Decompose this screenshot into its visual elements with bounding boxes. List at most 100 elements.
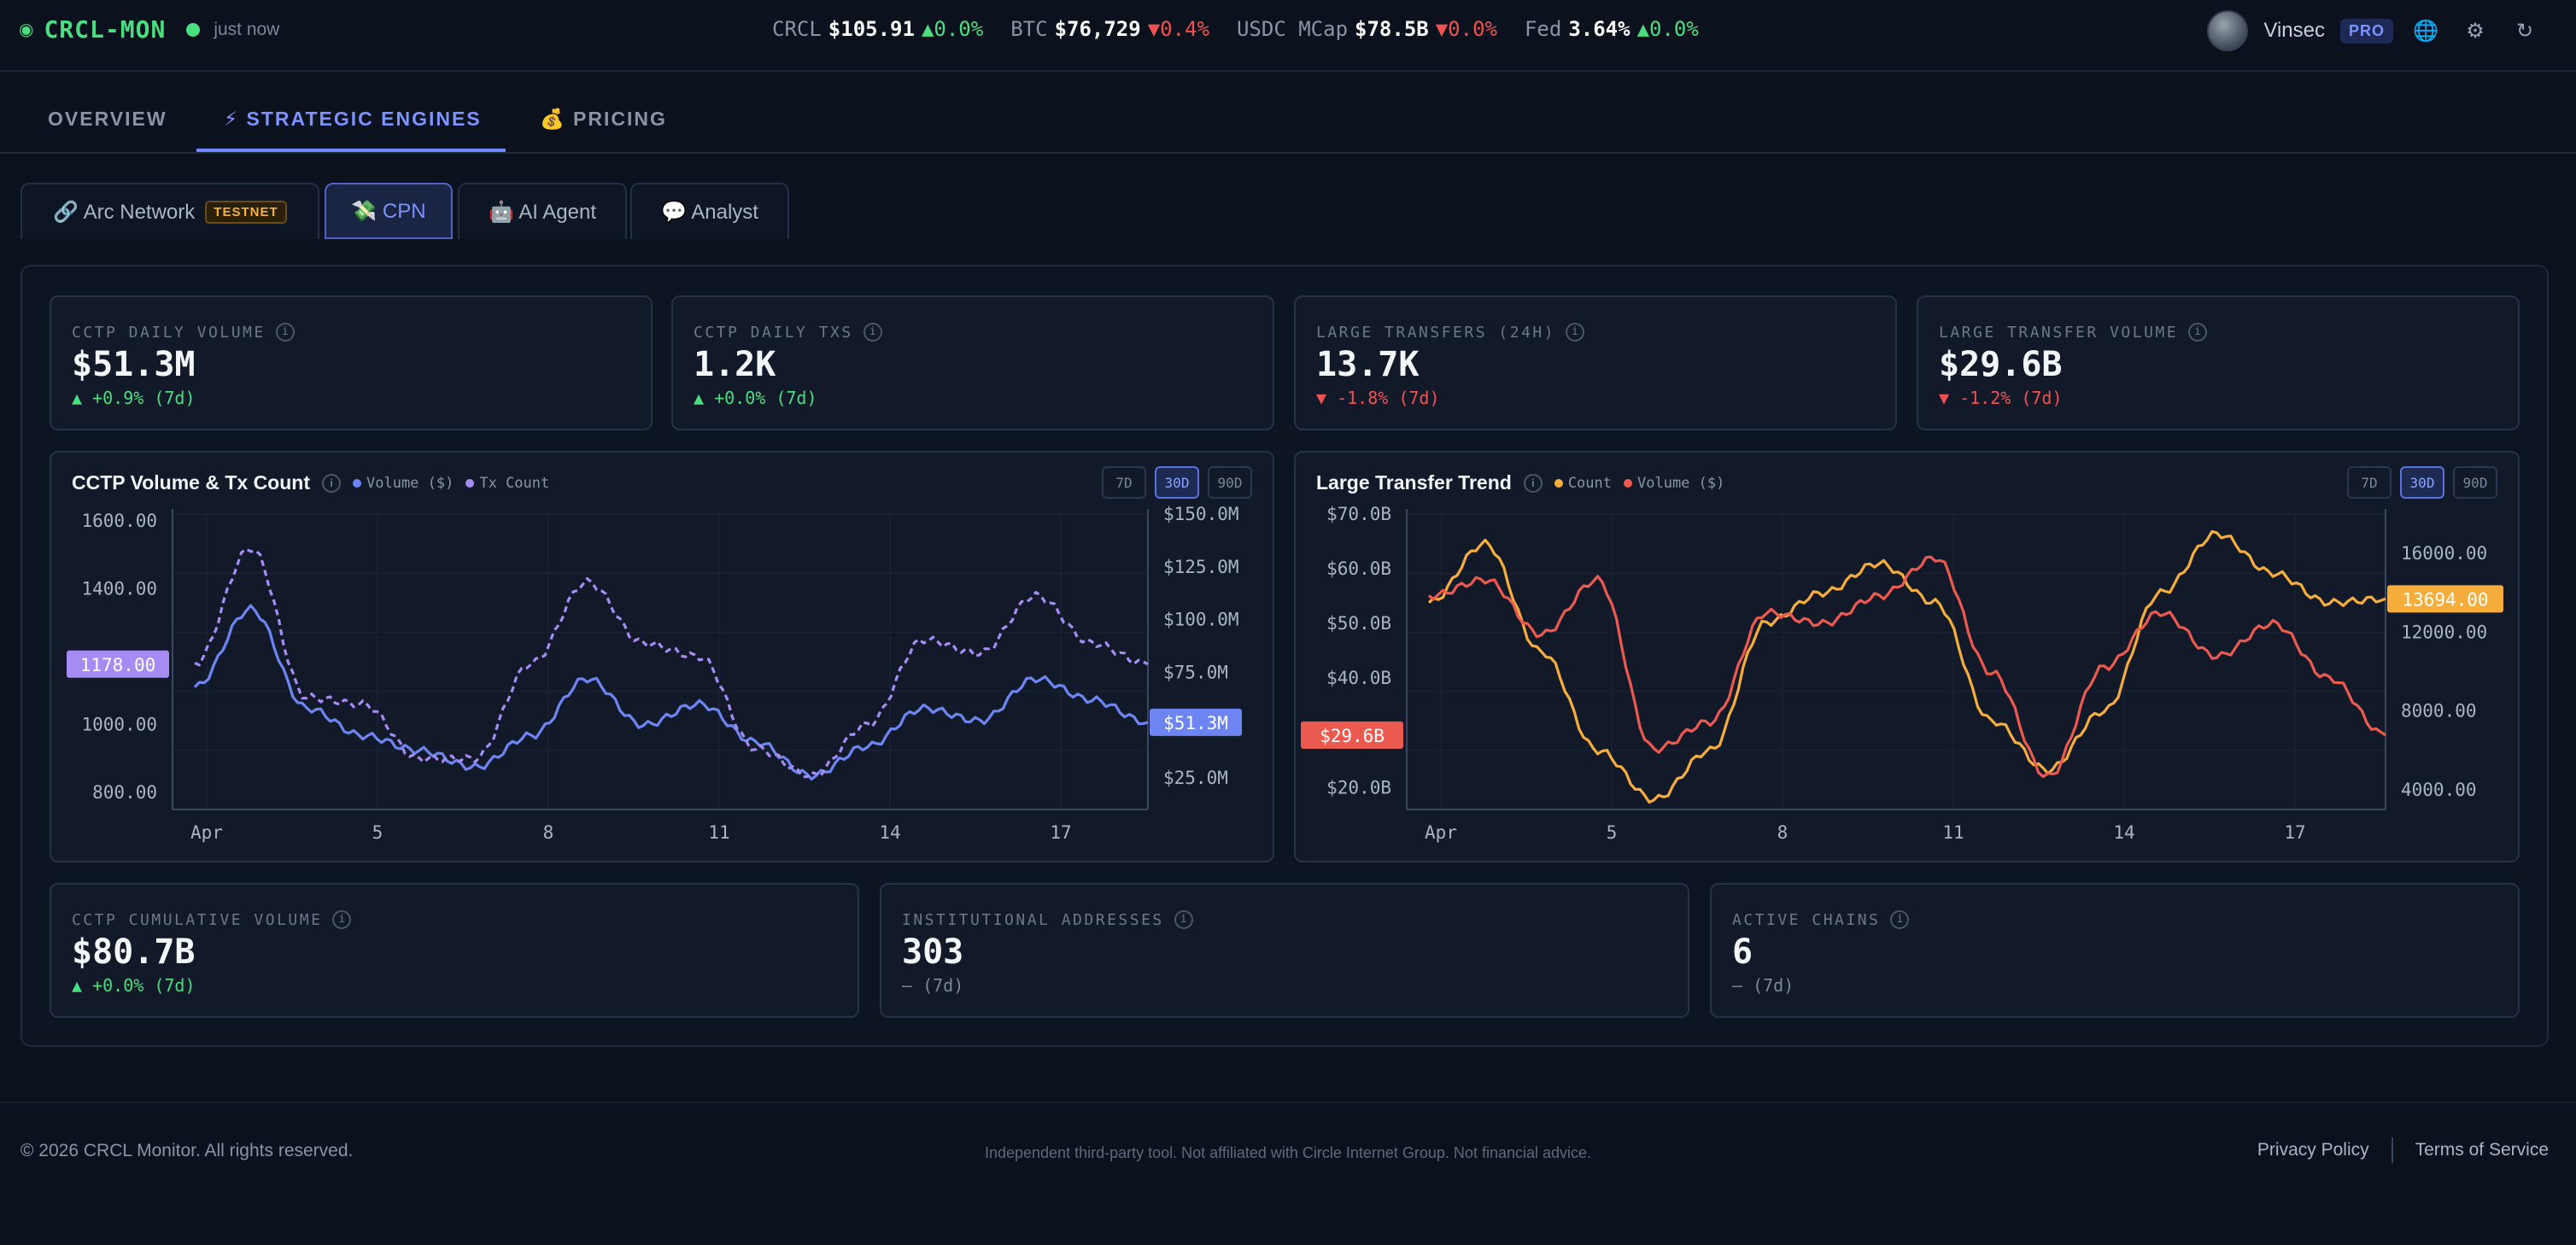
info-icon[interactable]: i [1890,910,1910,929]
current-value-left: 1178.00 [80,655,156,675]
stat-change: ▼ -1.2% (7d) [1939,388,2063,408]
x-tick-label: 11 [1942,822,1964,843]
info-icon[interactable]: i [332,910,352,929]
tab-overview[interactable]: OVERVIEW [48,108,167,130]
chart-svg-large-transfer[interactable]: $70.0B $60.0B $50.0B $40.0B $20.0B 16000.00 12… [1296,453,2518,861]
live-status-dot [186,22,201,37]
current-value-right: 13694.00 [2402,589,2488,610]
stat-label: LARGE TRANSFER VOLUME i [1939,323,2208,342]
ticker-label: BTC [1010,17,1048,41]
chart-title: CCTP Volume & Tx Count i Volume ($) Tx C… [72,471,549,494]
subtab-cpn[interactable]: 💸 CPN [325,183,453,239]
x-tick-label: Apr [190,822,223,843]
legend-dot [1624,478,1632,488]
y-tick-label-right: 8000.00 [2401,701,2477,722]
legend-label: Count [1567,474,1612,492]
privacy-policy-link[interactable]: Privacy Policy [2257,1140,2369,1160]
range-7d-button[interactable]: 7D [1102,466,1146,499]
stat-value: 1.2K [694,345,776,384]
tab-strategic-engines[interactable]: ⚡ STRATEGIC ENGINES [224,108,482,130]
last-updated: just now [214,19,280,39]
current-value-badge-left [67,650,169,678]
x-tick-label: 8 [1777,822,1789,843]
info-icon[interactable]: i [1174,910,1193,929]
avatar[interactable] [2207,10,2249,51]
stat-label: CCTP DAILY VOLUME i [72,323,295,342]
stat-value: $51.3M [72,345,196,384]
info-icon[interactable]: i [1523,473,1543,493]
stat-card-active-chains: ACTIVE CHAINS i 6 — (7d) [1710,883,2520,1018]
testnet-badge: TESTNET [205,200,287,224]
x-tick-label: 14 [2113,822,2134,843]
stat-label: INSTITUTIONAL ADDRESSES i [902,910,1193,929]
range-90d-button[interactable]: 90D [2453,466,2497,499]
range-30d-button[interactable]: 30D [1155,466,1199,499]
user-name[interactable]: Vinsec [2263,19,2325,42]
current-value-right: $51.3M [1163,713,1228,734]
gear-icon[interactable]: ⚙ [2466,19,2485,43]
current-value-left: $29.6B [1320,726,1385,746]
y-tick-label-right: $100.0M [1163,610,1239,630]
stat-label-text: CCTP DAILY TXS [694,323,853,342]
stat-change: ▲ +0.0% (7d) [72,975,196,996]
chart-title-text: CCTP Volume & Tx Count [72,471,310,494]
footer-links: Privacy Policy Terms of Service [2257,1137,2549,1163]
chart-legend: Count Volume ($) [1554,474,1724,492]
info-icon[interactable]: i [322,473,341,493]
info-icon[interactable]: i [863,323,882,342]
range-selector: 7D 30D 90D [2347,466,2497,499]
stat-change: — (7d) [1732,975,1794,996]
chart-svg-cctp[interactable]: 1600.00 1400.00 1000.00 800.00 $150.0M $125.0… [51,453,1273,861]
legend-dot [1554,478,1563,488]
footer-copyright: © 2026 CRCL Monitor. All rights reserved… [20,1141,354,1160]
terms-of-service-link[interactable]: Terms of Service [2415,1140,2549,1160]
legend-dot [465,478,475,488]
x-tick-label: 5 [1607,822,1618,843]
top-bar: ◉ CRCL-MON just now CRCL $105.91 ▲0.0% B… [0,0,2576,72]
x-tick-label: 5 [372,822,383,843]
brand[interactable]: ◉ CRCL-MON just now [19,15,279,44]
range-7d-button[interactable]: 7D [2347,466,2392,499]
brand-name: CRCL-MON [44,15,167,44]
market-ticker: CRCL $105.91 ▲0.0% BTC $76,729 ▼0.4% USD… [772,17,1699,41]
stat-value: 13.7K [1316,345,1420,384]
subtab-ai-agent[interactable]: 🤖 AI Agent [458,183,627,239]
range-90d-button[interactable]: 90D [1208,466,1252,499]
subtab-analyst[interactable]: 💬 Analyst [630,183,789,239]
y-tick-label-right: 16000.00 [2401,543,2487,564]
stat-value: 6 [1732,932,1753,972]
cpn-panel: CCTP DAILY VOLUME i $51.3M ▲ +0.9% (7d) C… [20,265,2549,1047]
y-tick-label-left: $50.0B [1326,613,1391,634]
y-tick-label-right: 4000.00 [2401,780,2477,800]
y-tick-label-right: $125.0M [1163,557,1239,577]
ticker-label: CRCL [772,17,822,41]
stat-value: $80.7B [72,932,196,972]
info-icon[interactable]: i [275,323,295,342]
y-tick-label-left: 1400.00 [81,578,157,599]
stat-value: 303 [902,932,964,972]
y-tick-label-left: $70.0B [1326,504,1391,524]
legend-label: Tx Count [479,474,550,492]
active-tab-indicator [196,149,506,152]
range-30d-button[interactable]: 30D [2400,466,2444,499]
info-icon[interactable]: i [1566,323,1585,342]
ticker-usdc-mcap: USDC MCap $78.5B ▼0.0% [1237,17,1497,41]
subtab-label: 💸 CPN [351,199,426,223]
y-tick-label-left: $60.0B [1326,558,1391,579]
plan-badge: PRO [2339,18,2393,44]
stat-value: $29.6B [1939,345,2063,384]
legend-label: Volume ($) [366,474,454,492]
main-tabs: OVERVIEW ⚡ STRATEGIC ENGINES 💰 PRICING [0,73,2576,154]
stat-card-cctp-daily-txs: CCTP DAILY TXS i 1.2K ▲ +0.0% (7d) [671,295,1274,430]
ticker-value: $76,729 [1054,17,1141,41]
tab-pricing[interactable]: 💰 PRICING [540,108,667,130]
info-icon[interactable]: i [2188,323,2208,342]
chart-title-text: Large Transfer Trend [1316,471,1512,494]
stat-label: CCTP DAILY TXS i [694,323,882,342]
subtab-arc-network[interactable]: 🔗 Arc Network TESTNET [20,183,319,239]
y-tick-label-left: 1600.00 [81,511,157,531]
globe-icon[interactable]: 🌐 [2413,19,2438,43]
ticker-value: $78.5B [1355,17,1429,41]
subtab-label: 🔗 Arc Network [53,200,196,224]
refresh-icon[interactable]: ↻ [2515,19,2534,43]
